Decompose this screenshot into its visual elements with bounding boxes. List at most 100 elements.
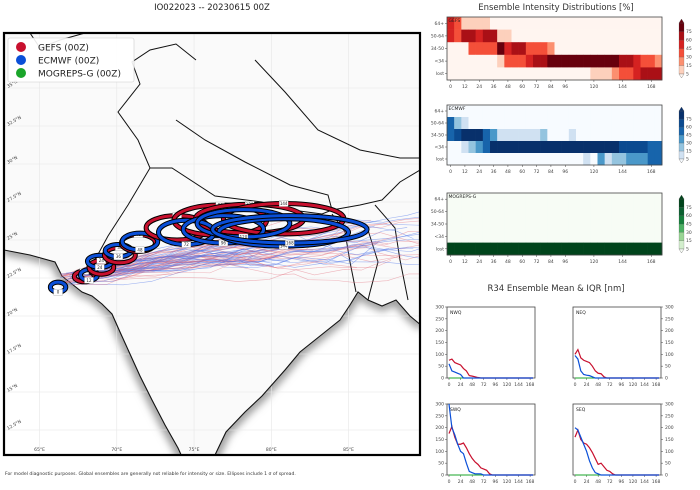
heatmap-cell bbox=[604, 153, 613, 166]
intensity-heatmaps: GEFS 64+ 50-64 34-50 <34 lost 0 12 24 36 48 60 72 84 9… bbox=[431, 16, 692, 265]
heatmap-cell bbox=[554, 230, 562, 243]
x-tick-label: 60 bbox=[519, 259, 525, 265]
heatmap-cell bbox=[511, 29, 519, 43]
heatmap-cell bbox=[611, 67, 620, 81]
heatmap-cell bbox=[568, 242, 577, 256]
x-tick-label: 0 bbox=[574, 479, 577, 485]
x-tick-label: 120 bbox=[503, 382, 512, 388]
heatmap-cell bbox=[490, 193, 498, 206]
x-tick-label: 60 bbox=[519, 169, 525, 175]
heatmap-cell bbox=[547, 105, 555, 118]
heatmap-cell bbox=[547, 193, 555, 206]
heatmap-cell bbox=[547, 42, 555, 56]
y-tick-label: 300 bbox=[435, 402, 444, 408]
heatmap-cell bbox=[533, 217, 541, 231]
row-label: 50-64 bbox=[431, 209, 444, 215]
heatmap-cell bbox=[590, 217, 598, 231]
coastline bbox=[4, 249, 420, 455]
heatmap-cell bbox=[525, 153, 534, 166]
quadrant-label: SWQ bbox=[450, 407, 461, 413]
heatmap-cell bbox=[461, 129, 469, 142]
heatmap-cell bbox=[533, 242, 541, 256]
heatmap-cell bbox=[547, 230, 555, 243]
heatmap-cell bbox=[561, 54, 570, 68]
x-tick-label: 96 bbox=[562, 259, 568, 265]
lat-tick-label: 20°N bbox=[6, 307, 19, 318]
row-label: 50-64 bbox=[431, 33, 444, 39]
heatmap-cell bbox=[568, 141, 577, 154]
heatmap-cell bbox=[583, 54, 591, 68]
quadrant-label: SEQ bbox=[576, 407, 586, 413]
heatmap-cell bbox=[490, 117, 498, 130]
heatmap-cell bbox=[554, 217, 562, 231]
colorbar-tick-label: 5 bbox=[686, 157, 689, 163]
x-tick-label: 120 bbox=[590, 169, 599, 175]
heatmap-cell bbox=[533, 205, 541, 219]
x-tick-label: 12 bbox=[462, 84, 468, 90]
heatmap-cell bbox=[447, 230, 455, 243]
heatmap-cell bbox=[454, 105, 462, 118]
heatmap-cell bbox=[497, 242, 505, 256]
heatmap-cell bbox=[604, 141, 613, 154]
ellipse-hour-label: 144 bbox=[280, 201, 288, 206]
colorbar-min-arrow bbox=[678, 73, 685, 79]
heatmap-cell bbox=[461, 54, 469, 68]
heatmap-cell bbox=[454, 217, 462, 231]
heatmap-cell bbox=[454, 205, 462, 219]
ellipse-hour-box bbox=[285, 239, 295, 247]
ecmwf-ellipse-0h: 0 bbox=[47, 279, 69, 296]
heatmap-cell bbox=[619, 193, 627, 206]
x-tick-label: 144 bbox=[618, 259, 627, 265]
heatmap-cell bbox=[518, 205, 527, 219]
ellipse-hour-label: 24 bbox=[97, 265, 103, 270]
heatmap-cell bbox=[590, 117, 598, 130]
heatmap-cell bbox=[654, 105, 663, 118]
y-tick-label: 200 bbox=[435, 425, 444, 431]
heatmap-cell bbox=[447, 117, 455, 130]
heatmap-cell bbox=[619, 17, 627, 30]
heatmap-cell bbox=[626, 105, 634, 118]
heatmap-cell bbox=[597, 217, 605, 231]
heatmap-cell bbox=[647, 230, 656, 243]
heatmap-gefs: GEFS 64+ 50-64 34-50 <34 lost 0 12 24 36 48 60 72 84 9… bbox=[431, 16, 692, 90]
row-label: 64+ bbox=[435, 197, 445, 203]
colorbar-max-arrow bbox=[678, 18, 685, 24]
heatmap-cell bbox=[461, 42, 469, 56]
heatmap-cell bbox=[554, 54, 562, 68]
heatmap-cell bbox=[597, 242, 605, 256]
heatmap-cell bbox=[511, 217, 519, 231]
heatmap-cell bbox=[590, 141, 598, 154]
heatmap-cell bbox=[482, 217, 491, 231]
heatmap-cell bbox=[461, 141, 469, 154]
heatmap-cell bbox=[475, 42, 484, 56]
heatmap-cell bbox=[497, 54, 505, 68]
heatmap-cell bbox=[461, 67, 469, 81]
heatmap-cell bbox=[654, 153, 663, 166]
heatmap-cell bbox=[540, 129, 548, 142]
heatmap-cell bbox=[647, 129, 656, 142]
heatmap-cell bbox=[525, 67, 534, 81]
heatmap-cell bbox=[590, 230, 598, 243]
heatmap-cell bbox=[511, 230, 519, 243]
heatmap-cell bbox=[654, 42, 663, 56]
x-tick-label: 72 bbox=[534, 169, 540, 175]
heatmap-cell bbox=[475, 153, 484, 166]
heatmap-cell bbox=[576, 141, 584, 154]
heatmap-cell bbox=[468, 230, 476, 243]
x-tick-label: 168 bbox=[652, 479, 661, 485]
heatmap-cell bbox=[547, 29, 555, 43]
gefs-ellipse-24h: 24 bbox=[86, 257, 117, 277]
heatmap-cell bbox=[619, 105, 627, 118]
heatmap-cell bbox=[633, 230, 641, 243]
heatmap-cell bbox=[540, 17, 548, 30]
gefs-member-track bbox=[74, 240, 381, 279]
colorbar-tick-label: 75 bbox=[686, 29, 692, 35]
heatmap-cell bbox=[568, 205, 577, 219]
lat-tick-label: 15°N bbox=[6, 383, 19, 394]
ecmwf-ellipse-120h: 120 bbox=[194, 207, 293, 241]
ellipse-hour-box bbox=[113, 253, 123, 260]
heatmap-cell bbox=[497, 205, 505, 219]
y-tick-label: 100 bbox=[665, 352, 674, 358]
colorbar-bin bbox=[678, 110, 685, 120]
heatmap-cell bbox=[475, 129, 484, 142]
